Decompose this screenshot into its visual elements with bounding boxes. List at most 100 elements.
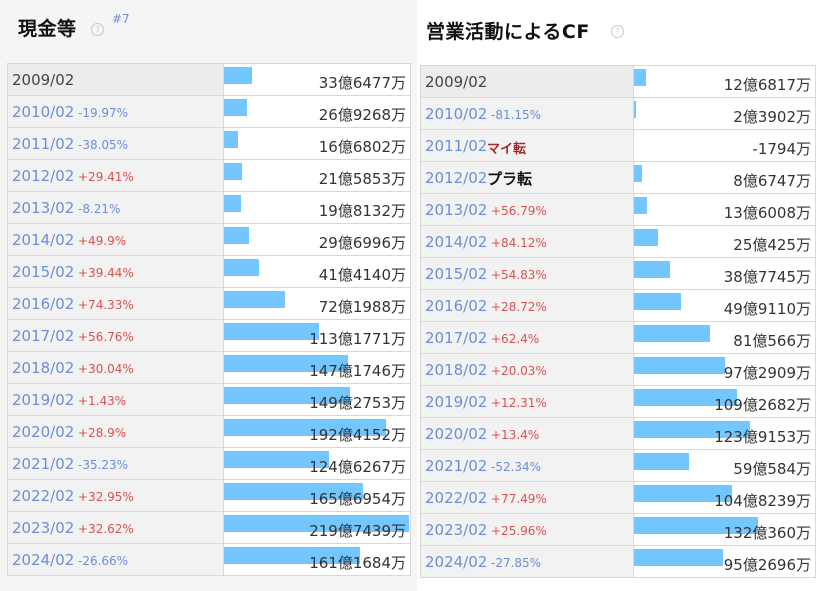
period-link[interactable]: 2014/02 xyxy=(12,231,75,249)
period-link[interactable]: 2017/02 xyxy=(425,329,488,347)
growth-rate: +30.04% xyxy=(78,362,134,376)
period-link[interactable]: 2019/02 xyxy=(425,393,488,411)
value-bar xyxy=(634,453,689,470)
period-link[interactable]: 2010/02 xyxy=(425,105,488,123)
period-cell: 2021/02 -35.23% xyxy=(8,448,224,479)
table-row: 2024/02 -26.66% 161億1684万 xyxy=(8,544,410,576)
table-row: 2020/02 +13.4% 123億9153万 xyxy=(421,418,815,450)
growth-rate: -8.21% xyxy=(78,202,121,216)
table-row: 2021/02 -52.34% 59億584万 xyxy=(421,450,815,482)
table-row: 2013/02 +56.79% 13億6008万 xyxy=(421,194,815,226)
value-bar xyxy=(224,547,360,564)
period-link[interactable]: 2023/02 xyxy=(12,519,75,537)
period-link[interactable]: 2011/02 xyxy=(425,137,488,155)
growth-rate: +20.03% xyxy=(491,364,547,378)
period-cell: 2009/02 xyxy=(8,64,224,95)
growth-rate: +84.12% xyxy=(491,236,547,250)
table-row: 2023/02 +32.62% 219億7439万 xyxy=(8,512,410,544)
value-bar xyxy=(224,355,348,372)
period-link[interactable]: 2018/02 xyxy=(425,361,488,379)
period-link[interactable]: 2020/02 xyxy=(425,425,488,443)
value-label: 12億6817万 xyxy=(723,76,811,94)
period-link: 2009/02 xyxy=(425,73,488,91)
value-label: 97億2909万 xyxy=(723,364,811,382)
value-bar xyxy=(224,67,252,84)
table-row: 2012/02 +29.41% 21億5853万 xyxy=(8,160,410,192)
value-label: 16億6802万 xyxy=(318,138,406,156)
value-label: 109億2682万 xyxy=(714,396,811,414)
period-cell: 2020/02 +13.4% xyxy=(421,418,634,449)
period-link[interactable]: 2011/02 xyxy=(12,135,75,153)
operating-cf-panel: 営業活動によるCF ? 2009/02 12億6817万 2010/02 -81.15… xyxy=(417,0,817,591)
growth-rate: +29.41% xyxy=(78,170,134,184)
value-bar xyxy=(634,101,636,118)
value-bar xyxy=(634,197,647,214)
table-row: 2015/02 +39.44% 41億4140万 xyxy=(8,256,410,288)
table-row: 2020/02 +28.9% 192億4152万 xyxy=(8,416,410,448)
period-link[interactable]: 2023/02 xyxy=(425,521,488,539)
period-link[interactable]: 2014/02 xyxy=(425,233,488,251)
period-link[interactable]: 2021/02 xyxy=(425,457,488,475)
value-bar xyxy=(634,229,658,246)
period-link[interactable]: 2024/02 xyxy=(425,553,488,571)
operating-cf-table: 2009/02 12億6817万 2010/02 -81.15% 2億3902万 2011… xyxy=(420,65,816,578)
value-label: 149億2753万 xyxy=(309,394,406,412)
period-link[interactable]: 2012/02 xyxy=(12,167,75,185)
value-bar xyxy=(224,451,329,468)
period-link[interactable]: 2013/02 xyxy=(425,201,488,219)
period-link[interactable]: 2021/02 xyxy=(12,455,75,473)
value-label: 59億584万 xyxy=(733,460,811,478)
value-label: 104億8239万 xyxy=(714,492,811,510)
table-row: 2010/02 -81.15% 2億3902万 xyxy=(421,98,815,130)
cash-panel: 現金等 ? #7 2009/02 33億6477万 2010/02 -19.97% 26… xyxy=(7,12,411,576)
value-label: 192億4152万 xyxy=(309,426,406,444)
value-bar xyxy=(634,357,725,374)
table-row: 2009/02 33億6477万 xyxy=(8,63,410,96)
period-link[interactable]: 2015/02 xyxy=(12,263,75,281)
period-link[interactable]: 2017/02 xyxy=(12,327,75,345)
period-link[interactable]: 2016/02 xyxy=(12,295,75,313)
period-link[interactable]: 2013/02 xyxy=(12,199,75,217)
period-link[interactable]: 2022/02 xyxy=(425,489,488,507)
period-cell: 2011/02 マイ転 xyxy=(421,130,634,161)
value-bar xyxy=(634,421,750,438)
period-link[interactable]: 2019/02 xyxy=(12,391,75,409)
value-label: 161億1684万 xyxy=(309,554,406,572)
value-bar xyxy=(224,515,409,532)
period-cell: 2016/02 +74.33% xyxy=(8,288,224,319)
question-circle-icon[interactable]: ? xyxy=(611,25,624,38)
period-cell: 2023/02 +32.62% xyxy=(8,512,224,543)
value-label: 25億425万 xyxy=(733,236,811,254)
period-link[interactable]: 2018/02 xyxy=(12,359,75,377)
value-label: 124億6267万 xyxy=(309,458,406,476)
value-bar xyxy=(224,483,363,500)
value-label: 147億1746万 xyxy=(309,362,406,380)
period-link[interactable]: 2016/02 xyxy=(425,297,488,315)
period-cell: 2012/02 +29.41% xyxy=(8,160,224,191)
question-circle-icon[interactable]: ? xyxy=(91,23,104,36)
period-link[interactable]: 2024/02 xyxy=(12,551,75,569)
period-link[interactable]: 2015/02 xyxy=(425,265,488,283)
period-cell: 2019/02 +1.43% xyxy=(8,384,224,415)
value-label: 113億1771万 xyxy=(309,330,406,348)
value-bar xyxy=(224,291,285,308)
growth-rate: +32.95% xyxy=(78,490,134,504)
growth-rate: +62.4% xyxy=(491,332,540,346)
growth-rate: -26.66% xyxy=(78,554,129,568)
value-label: 13億6008万 xyxy=(723,204,811,222)
table-row: 2016/02 +28.72% 49億9110万 xyxy=(421,290,815,322)
period-cell: 2021/02 -52.34% xyxy=(421,450,634,481)
period-cell: 2022/02 +32.95% xyxy=(8,480,224,511)
growth-rate: +77.49% xyxy=(491,492,547,506)
period-link[interactable]: 2010/02 xyxy=(12,103,75,121)
rank-badge[interactable]: #7 xyxy=(112,12,130,26)
period-cell: 2015/02 +39.44% xyxy=(8,256,224,287)
table-row: 2010/02 -19.97% 26億9268万 xyxy=(8,96,410,128)
period-link[interactable]: 2022/02 xyxy=(12,487,75,505)
value-bar xyxy=(634,69,646,86)
table-row: 2019/02 +12.31% 109億2682万 xyxy=(421,386,815,418)
table-row: 2014/02 +49.9% 29億6996万 xyxy=(8,224,410,256)
period-link[interactable]: 2012/02 xyxy=(425,169,488,187)
period-link[interactable]: 2020/02 xyxy=(12,423,75,441)
growth-rate: +1.43% xyxy=(78,394,127,408)
